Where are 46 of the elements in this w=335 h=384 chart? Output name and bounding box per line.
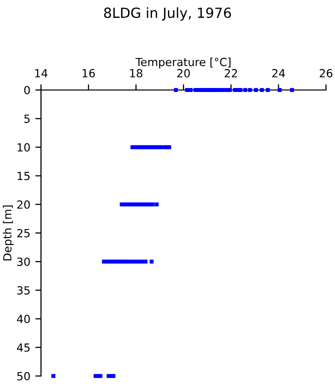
- point: [254, 88, 258, 92]
- point: [98, 374, 102, 378]
- point: [126, 260, 130, 264]
- point: [150, 202, 155, 206]
- y-tick-label: 10: [18, 143, 30, 152]
- point: [266, 88, 270, 92]
- point: [154, 202, 159, 206]
- point: [174, 88, 178, 92]
- y-tick-label: 45: [16, 344, 30, 352]
- x-tick-label: 18: [130, 69, 142, 78]
- point: [185, 88, 190, 92]
- y-tick-label: 35: [17, 286, 30, 295]
- y-tick-label: 15: [18, 172, 30, 180]
- point: [51, 374, 56, 378]
- x-tick-label: 24: [272, 69, 285, 78]
- x-tick-label: 26: [320, 69, 332, 78]
- x-tick-label: 14: [35, 69, 48, 78]
- y-tick-label: 5: [24, 114, 30, 123]
- y-tick-label: 50: [17, 372, 30, 380]
- point: [278, 88, 282, 92]
- point: [167, 145, 172, 150]
- x-tick-label: 20: [177, 69, 190, 78]
- x-tick-label: 16: [82, 69, 95, 78]
- point: [238, 88, 242, 92]
- point: [220, 88, 224, 92]
- y-tick-label: 25: [17, 228, 30, 238]
- point: [150, 260, 154, 264]
- y-tick-label: 40: [16, 314, 30, 324]
- x-axis-title: Temperature [°C]: [136, 58, 230, 68]
- y-tick-label: 0: [24, 86, 30, 94]
- point: [228, 88, 232, 92]
- point: [290, 88, 294, 92]
- y-axis-title: Depth [m]: [2, 206, 14, 260]
- point: [140, 260, 144, 264]
- x-tick-label: 22: [224, 69, 237, 78]
- point: [132, 260, 137, 264]
- point: [188, 88, 193, 92]
- y-tick-label: 20: [17, 200, 30, 209]
- point: [248, 88, 252, 92]
- point: [144, 260, 148, 264]
- point: [243, 88, 248, 92]
- point: [129, 260, 134, 264]
- point: [260, 88, 264, 92]
- chart-title: 8LDG in July, 1976: [104, 7, 231, 21]
- point: [136, 260, 140, 264]
- y-tick-label: 30: [17, 258, 30, 266]
